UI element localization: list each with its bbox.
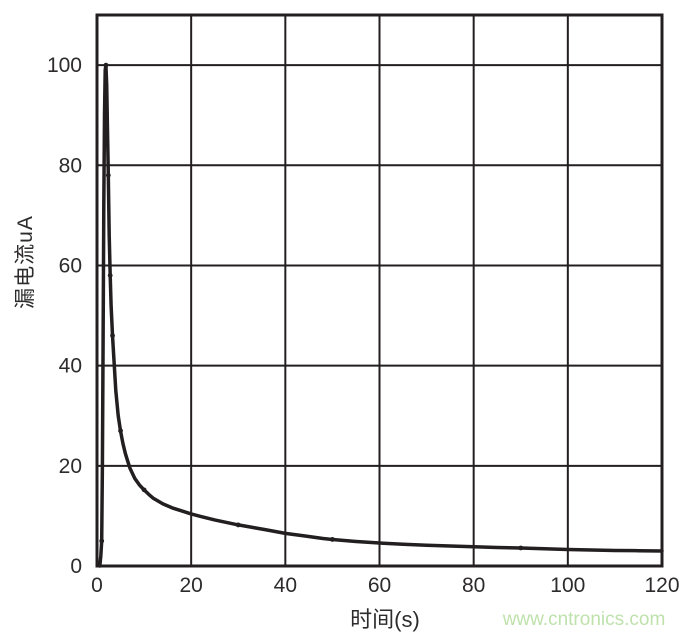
- data-point-marker: [330, 537, 335, 542]
- data-point-marker: [118, 428, 123, 434]
- data-point-marker: [107, 273, 113, 278]
- y-tick-label-0: 0: [70, 555, 82, 578]
- y-tick-label-20: 20: [59, 455, 82, 478]
- x-tick-label-0: 0: [91, 574, 103, 597]
- data-point-marker: [103, 62, 109, 68]
- data-point-marker: [141, 487, 147, 493]
- x-tick-label-120: 120: [644, 574, 679, 597]
- data-point-marker: [99, 538, 105, 544]
- y-tick-label-80: 80: [59, 154, 82, 177]
- x-tick-label-40: 40: [274, 574, 297, 597]
- y-tick-label-60: 60: [59, 254, 82, 277]
- x-tick-label-20: 20: [179, 574, 202, 597]
- x-tick-label-80: 80: [462, 574, 485, 597]
- data-point-marker: [235, 522, 241, 528]
- data-point-marker: [105, 172, 111, 178]
- data-point-marker: [110, 333, 115, 338]
- data-curve: [98, 63, 664, 568]
- x-axis-title: 时间(s): [350, 607, 420, 632]
- data-point-marker: [518, 545, 524, 551]
- plot-border: [95, 13, 664, 568]
- y-tick-label-40: 40: [59, 355, 82, 378]
- x-tick-label-60: 60: [368, 574, 391, 597]
- y-tick-label-100: 100: [47, 54, 82, 77]
- y-axis-title: 漏电流uA: [14, 215, 37, 309]
- x-tick-label-100: 100: [550, 574, 585, 597]
- watermark-text: www.cntronics.com: [502, 609, 666, 630]
